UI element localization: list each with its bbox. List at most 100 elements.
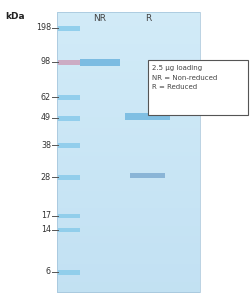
Bar [57,257,199,261]
Bar [57,208,199,212]
Text: 38: 38 [41,140,51,149]
Bar [57,40,199,44]
Bar [57,131,199,135]
Bar [57,247,199,250]
Text: 17: 17 [41,212,51,220]
Bar [57,82,199,86]
Bar [57,142,199,146]
Bar [57,92,199,97]
Bar [57,260,199,265]
Bar [57,285,199,289]
Bar [57,50,199,55]
Bar [57,89,199,93]
Bar [57,289,199,292]
Bar [57,33,199,37]
Bar [57,232,199,236]
Bar [57,100,199,104]
Bar [57,190,199,194]
Bar [57,271,199,275]
Text: 49: 49 [41,113,51,122]
Bar [57,29,199,34]
Bar [57,236,199,240]
Bar [130,172,165,178]
Bar [57,113,199,118]
Bar [57,64,199,68]
Bar [57,44,199,47]
Bar [57,274,199,278]
Bar [57,180,199,184]
Bar [58,142,80,148]
Bar [57,215,199,219]
Bar [57,166,199,170]
Bar [58,214,80,218]
Bar [57,222,199,226]
Bar [57,281,199,286]
Bar [57,79,199,83]
Bar [57,212,199,215]
Bar [57,26,199,30]
Bar [57,152,199,156]
Bar [57,61,199,65]
Bar [57,148,199,152]
Bar [57,278,199,282]
Bar [57,169,199,173]
Bar [57,201,199,205]
Bar [57,229,199,233]
Bar [57,85,199,89]
Bar [57,173,199,177]
Bar [57,124,199,128]
Bar [58,228,80,232]
Bar [57,163,199,167]
Text: 98: 98 [41,58,51,67]
Bar [58,94,80,100]
Bar [57,71,199,76]
Bar [57,184,199,188]
Bar [57,176,199,181]
Bar [57,205,199,208]
Bar [57,197,199,202]
Bar [57,68,199,72]
Bar [57,121,199,124]
Bar [57,239,199,244]
Bar [58,175,80,179]
Bar [57,37,199,41]
Bar [80,58,119,65]
Bar [57,268,199,272]
Bar [57,110,199,114]
Text: 2.5 μg loading
NR = Non-reduced
R = Reduced: 2.5 μg loading NR = Non-reduced R = Redu… [151,65,216,90]
Bar [57,19,199,23]
Bar [57,103,199,107]
Bar [147,60,247,115]
Bar [57,243,199,247]
Bar [58,116,80,121]
Bar [57,47,199,51]
Bar [57,128,199,131]
Bar [57,194,199,198]
Bar [57,159,199,163]
Bar [57,187,199,191]
Text: NR: NR [93,14,106,23]
Bar [57,22,199,26]
Bar [57,264,199,268]
Text: 14: 14 [41,226,51,235]
Bar [57,226,199,230]
Text: 198: 198 [36,23,51,32]
Bar [57,250,199,254]
Bar [57,106,199,110]
Text: 62: 62 [41,92,51,101]
Bar [57,58,199,62]
Bar [125,112,170,119]
Text: kDa: kDa [5,12,24,21]
Bar [57,16,199,20]
Bar [57,54,199,58]
Bar [58,59,80,64]
Bar [57,145,199,149]
Bar [57,155,199,160]
Text: R: R [144,14,150,23]
Bar [57,138,199,142]
Bar [57,218,199,223]
Bar [57,12,199,16]
Bar [58,269,80,275]
Bar [57,12,199,292]
Text: 28: 28 [41,172,51,182]
